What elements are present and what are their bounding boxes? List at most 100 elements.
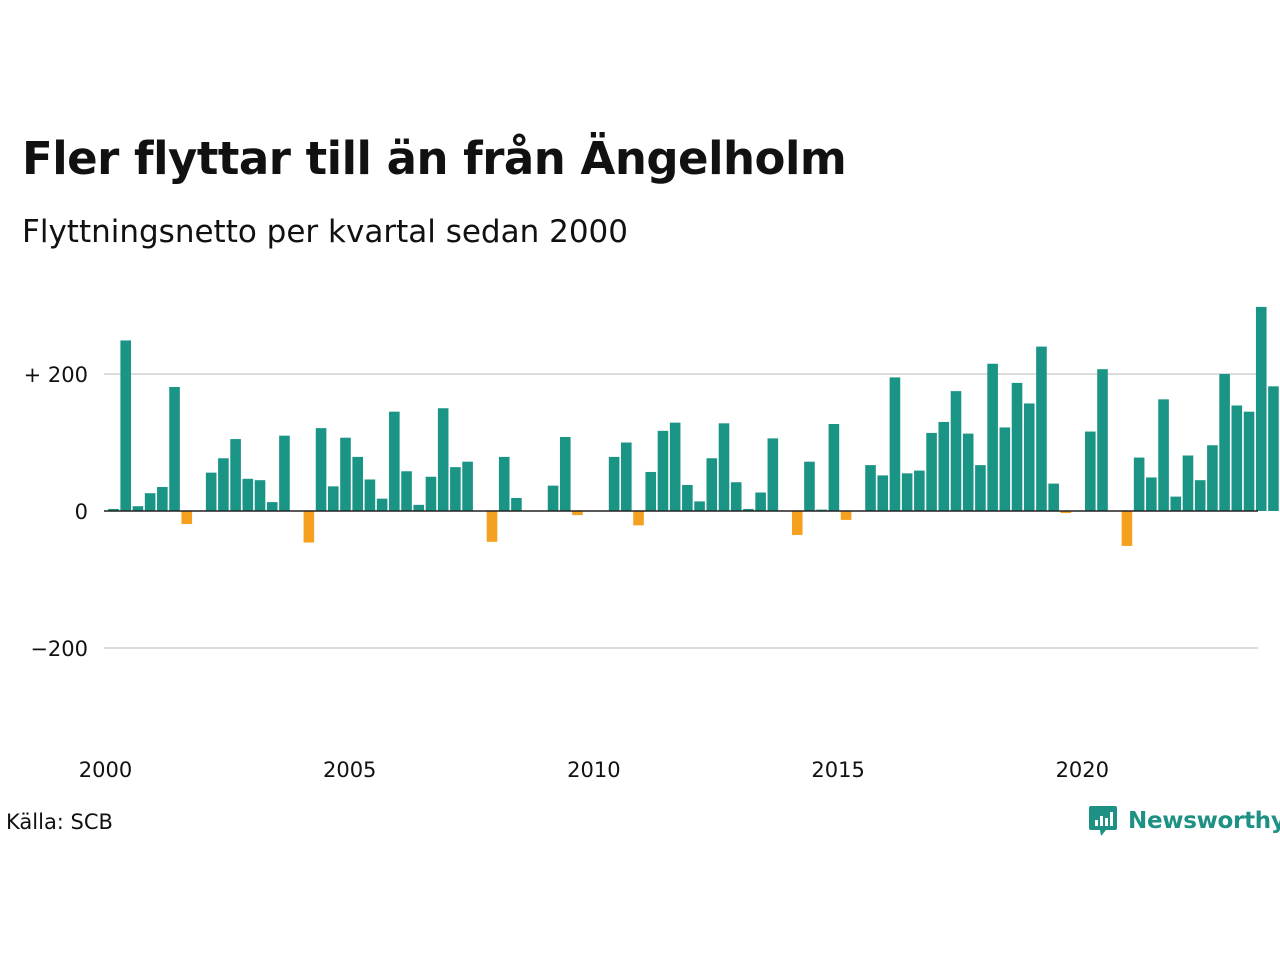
bar-positive [108,508,119,511]
bar-positive [230,439,241,511]
x-tick-label: 2010 [567,758,620,782]
bar-positive [645,471,657,511]
bar-negative [486,511,498,542]
bar-positive [706,458,718,511]
bar-positive [950,391,962,512]
chart-subtitle: Flyttningsnetto per kvartal sedan 2000 [22,214,628,250]
bar-positive [559,437,571,511]
bar-positive [828,424,840,511]
bar-positive [352,456,363,511]
bar-positive [743,508,754,511]
bar-positive [657,430,669,512]
y-tick-label: 0 [75,500,88,524]
bar-positive [694,501,705,511]
y-tick-label: + 200 [24,363,88,387]
bar-positive [340,437,351,511]
bar-positive [157,487,168,511]
bar-positive [1146,477,1157,512]
bar-positive [120,340,132,511]
bar-positive [218,458,229,511]
bar-positive [1011,382,1023,511]
bar-positive [718,423,730,511]
bar-positive [1036,346,1047,511]
bar-negative [791,511,803,535]
bar-positive [682,484,693,511]
bar-positive [767,438,779,511]
bars [108,306,1279,546]
chart-title: Fler flyttar till än från Ängelholm [22,132,847,185]
bar-positive [1085,431,1096,511]
bar-positive [401,471,412,511]
bar-positive [144,493,156,511]
bar-positive [1023,403,1035,511]
bar-positive [730,482,742,511]
bar-negative [633,511,644,526]
bar-positive [1219,374,1230,511]
bar-positive [254,480,266,512]
bar-positive [621,442,632,511]
bar-negative [181,511,193,525]
bar-positive [975,465,986,512]
bar-negative [840,511,852,520]
bar-positive [437,408,449,511]
bar-positive [1194,480,1206,512]
bar-positive [1158,399,1169,511]
bar-positive [376,498,388,511]
bar-negative [303,511,315,543]
bar-positive [901,473,913,511]
bar-positive [889,377,901,511]
bar-positive [755,492,766,511]
bar-positive [327,486,339,511]
x-tick-label: 2005 [323,758,376,782]
bar-positive [1231,405,1243,511]
bar-positive [804,461,815,511]
bar-positive [547,485,559,511]
bar-positive [608,456,620,511]
x-tick-label: 2000 [79,758,132,782]
bar-positive [364,479,376,511]
bar-positive [462,461,473,511]
bar-positive [938,421,950,511]
bar-positive [1207,445,1218,511]
x-tick-label: 2015 [811,758,864,782]
source-label: Källa: SCB [6,810,113,834]
bar-positive [1268,386,1279,511]
bar-positive [425,476,437,511]
y-tick-label: −200 [30,637,88,661]
bar-positive [511,497,522,512]
brand-logo: Newsworthy [1088,804,1280,838]
bar-positive [999,427,1011,511]
bar-positive [1243,411,1255,512]
bar-chart: + 200 0 −200 2000 2005 2010 2015 2020 [24,306,1279,782]
bar-positive [266,502,278,512]
newsworthy-logo-icon [1089,806,1117,836]
bar-positive [132,506,144,511]
bar-positive [1133,457,1145,511]
bar-positive [413,504,425,511]
bar-positive [865,465,876,512]
x-tick-label: 2020 [1056,758,1109,782]
bar-positive [1255,306,1267,511]
bar-positive [279,435,290,511]
bar-positive [205,472,217,511]
brand-name: Newsworthy [1128,808,1280,834]
bar-positive [987,363,998,512]
bar-negative [572,511,583,516]
bar-positive [877,475,889,511]
bar-positive [669,422,681,511]
bar-positive [926,432,937,511]
bar-negative [1060,511,1072,514]
bar-positive [1182,455,1194,511]
bar-positive [169,387,180,511]
bar-positive [962,433,974,512]
axes: + 200 0 −200 2000 2005 2010 2015 2020 [24,363,1258,782]
bar-positive [1048,483,1059,511]
bar-positive [498,456,510,511]
bar-positive [914,470,925,511]
bar-positive [242,478,254,512]
gridlines [104,373,1258,649]
bar-positive [1097,369,1108,511]
bar-positive [450,467,461,511]
bar-negative [1121,511,1133,546]
bar-positive [1170,496,1182,512]
